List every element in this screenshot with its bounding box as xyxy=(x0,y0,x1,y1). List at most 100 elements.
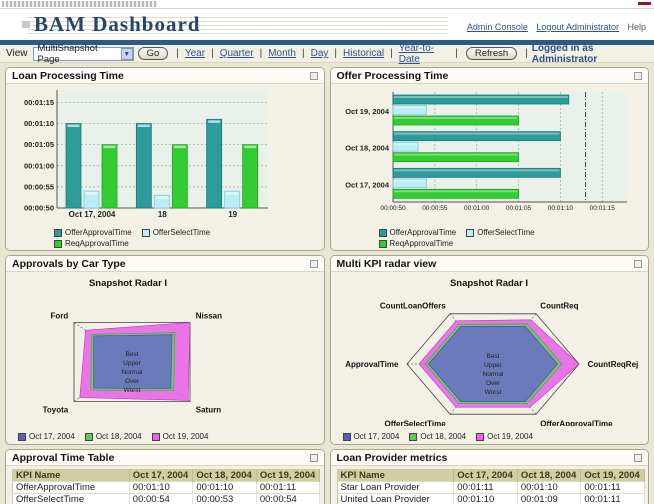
panel-menu-icon[interactable] xyxy=(634,259,642,268)
table-cell: 00:01:11 xyxy=(580,493,645,504)
svg-text:Oct 17, 2004: Oct 17, 2004 xyxy=(69,210,116,219)
logged-in-status: Logged in as Administrator xyxy=(531,42,598,65)
tables-row: Approval Time Table KPI Name Oct 17, 2004… xyxy=(5,449,649,504)
toolbar: View MultiSnapshot Page ▼ Go | Year | Qua… xyxy=(0,42,654,65)
help-link[interactable]: Help xyxy=(627,22,646,32)
admin-console-link[interactable]: Admin Console xyxy=(466,22,528,32)
chart-legend: OfferApprovalTime OfferSelectTime ReqAppro… xyxy=(54,227,274,249)
column-header: KPI Name xyxy=(12,469,130,482)
panel-menu-icon[interactable] xyxy=(634,71,642,80)
legend-item: Oct 18, 2004 xyxy=(84,431,142,442)
svg-text:CountReq: CountReq xyxy=(540,302,578,311)
svg-text:Snapshot Radar I: Snapshot Radar I xyxy=(449,278,527,289)
day-link[interactable]: Day xyxy=(310,48,329,59)
legend-label: ReqApprovalTime xyxy=(65,239,129,248)
panel-title-bar: Multi KPI radar view xyxy=(330,256,648,272)
panel-title-bar: Offer Processing Time xyxy=(330,68,648,84)
legend-swatch-icon xyxy=(54,228,62,237)
refresh-button[interactable]: Refresh xyxy=(465,47,518,60)
window-top-strip xyxy=(0,0,654,8)
svg-text:Over: Over xyxy=(485,380,500,387)
svg-text:18: 18 xyxy=(158,210,167,219)
svg-text:Worst: Worst xyxy=(124,387,141,394)
panel-menu-icon[interactable] xyxy=(309,259,318,268)
legend-item: Oct 17, 2004 xyxy=(342,431,399,442)
svg-text:Upper: Upper xyxy=(484,362,503,369)
table-cell: 00:00:54 xyxy=(129,493,194,504)
multi-kpi-radar-chart: Snapshot Radar I CountLoanOffers CountReq C… xyxy=(345,278,638,428)
svg-text:Oct 17, 2004: Oct 17, 2004 xyxy=(345,180,390,189)
column-header: Oct 19, 2004 xyxy=(256,469,321,482)
panel-offer-processing-time: Offer Processing Time 00:00:50 00:00:55 00… xyxy=(329,67,649,251)
year-link[interactable]: Year xyxy=(184,48,206,59)
panel-body: Snapshot Radar I CountLoanOffers CountReq C… xyxy=(331,272,649,442)
svg-text:Upper: Upper xyxy=(123,360,142,367)
legend-swatch-icon xyxy=(141,228,150,237)
legend-label: Oct 19, 2004 xyxy=(162,432,209,441)
offer-processing-bar-chart: 00:00:50 00:00:55 00:01:00 00:01:05 00:01:10… xyxy=(345,92,627,212)
divider-bar xyxy=(0,40,654,45)
table-header-row: KPI Name Oct 17, 2004 Oct 18, 2004 Oct 19, … xyxy=(12,469,321,482)
historical-link[interactable]: Historical xyxy=(343,48,385,59)
logo-pinstripes xyxy=(28,14,448,36)
month-link[interactable]: Month xyxy=(268,48,296,59)
panel-title: Approvals by Car Type xyxy=(12,257,126,270)
svg-text:00:00:50: 00:00:50 xyxy=(380,205,406,212)
table-cell: 00:00:53 xyxy=(192,493,257,504)
panel-approvals-by-car-type: Approvals by Car Type Snapshot Radar I Fo… xyxy=(5,255,325,445)
column-header: Oct 18, 2004 xyxy=(517,469,582,482)
legend-item: OfferSelectTime xyxy=(141,227,210,238)
separator: | xyxy=(455,48,458,59)
svg-text:Ford: Ford xyxy=(50,311,68,320)
app-logo: BAM Dashboard xyxy=(34,12,201,36)
legend-item: Oct 18, 2004 xyxy=(409,431,466,442)
legend-swatch-icon xyxy=(409,432,418,441)
table-cell: 00:01:11 xyxy=(580,481,645,494)
panel-multi-kpi-radar: Multi KPI radar view Snapshot Radar I Cou… xyxy=(329,255,649,445)
panel-menu-icon[interactable] xyxy=(309,71,318,80)
table-row: United Loan Provider 00:01:10 00:01:09 00:0… xyxy=(337,493,645,504)
svg-text:00:01:00: 00:01:00 xyxy=(464,205,490,212)
panel-menu-icon[interactable] xyxy=(634,453,642,462)
legend-swatch-icon xyxy=(84,432,93,441)
legend-item: ReqApprovalTime xyxy=(378,238,453,249)
table-row: OfferSelectTime 00:00:54 00:00:53 00:00:54 xyxy=(12,493,321,504)
table-row: Star Loan Provider 00:01:11 00:01:10 00:01:… xyxy=(337,481,645,494)
svg-text:Oct 18, 2004: Oct 18, 2004 xyxy=(345,144,390,153)
quarter-link[interactable]: Quarter xyxy=(219,48,254,59)
svg-text:OfferSelectTime: OfferSelectTime xyxy=(384,419,446,426)
panel-title: Multi KPI radar view xyxy=(336,257,437,270)
table-cell: OfferApprovalTime xyxy=(12,481,130,494)
svg-text:00:00:55: 00:00:55 xyxy=(24,182,54,191)
logo-mark xyxy=(22,21,30,28)
chart-legend: OfferApprovalTime OfferSelectTime ReqAppro… xyxy=(378,227,599,249)
logout-link[interactable]: Logout Administrator xyxy=(536,22,619,32)
panel-title-bar: Loan Processing Time xyxy=(6,68,324,84)
view-select-value: MultiSnapshot Page xyxy=(37,42,98,65)
go-button[interactable]: Go xyxy=(137,47,169,60)
view-select[interactable]: MultiSnapshot Page ▼ xyxy=(32,43,134,65)
chevron-down-icon[interactable]: ▼ xyxy=(120,47,133,60)
svg-text:Normal: Normal xyxy=(122,369,144,376)
svg-text:Worst: Worst xyxy=(484,389,501,396)
legend-swatch-icon xyxy=(54,239,62,248)
svg-text:00:01:05: 00:01:05 xyxy=(24,140,54,149)
svg-text:Best: Best xyxy=(486,353,499,360)
panel-menu-icon[interactable] xyxy=(309,453,318,462)
column-header: KPI Name xyxy=(337,469,455,482)
svg-text:OfferApprovalTime: OfferApprovalTime xyxy=(540,419,613,426)
svg-text:00:01:00: 00:01:00 xyxy=(24,161,54,170)
car-type-radar-chart: Snapshot Radar I Ford Nissan Saturn Toyota Be… xyxy=(43,278,223,415)
table-cell: United Loan Provider xyxy=(337,493,455,504)
chart-legend: Oct 17, 2004 Oct 18, 2004 Oct 19, 2004 xyxy=(342,431,647,442)
svg-text:Saturn: Saturn xyxy=(196,406,221,415)
column-header: Oct 19, 2004 xyxy=(580,469,645,482)
svg-text:00:00:55: 00:00:55 xyxy=(422,205,448,212)
legend-item: Oct 19, 2004 xyxy=(476,431,533,442)
legend-label: OfferApprovalTime xyxy=(65,228,132,237)
separator: | xyxy=(211,48,214,59)
svg-text:Normal: Normal xyxy=(482,371,504,378)
table-cell: 00:01:10 xyxy=(192,481,257,494)
view-label: View xyxy=(6,48,28,59)
year-to-date-link[interactable]: Year-to-Date xyxy=(398,42,434,65)
